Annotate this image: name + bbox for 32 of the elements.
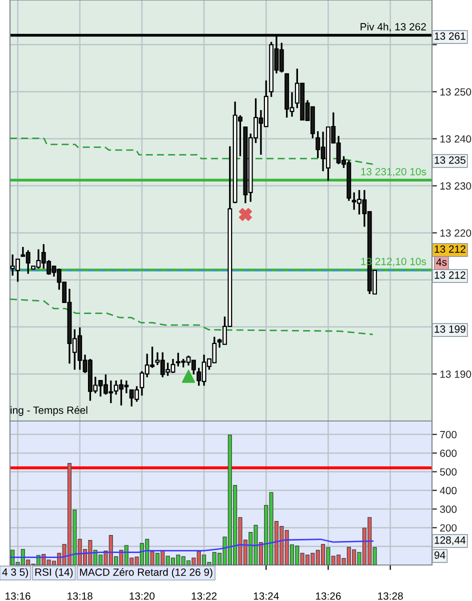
y-tick-label: 600	[440, 450, 457, 457]
y-tick-label: 300	[440, 506, 457, 513]
x-tick-label: 13:26	[316, 592, 341, 600]
x-tick-label: 13:28	[378, 592, 403, 600]
ref-line-label: 13 231,20 10s	[361, 168, 426, 177]
text: 128,44	[434, 536, 466, 546]
y-tick-label: 400	[440, 486, 457, 494]
x-tick-label: 13:18	[68, 592, 92, 600]
text: MACD Zéro Retard (12 26 9)	[80, 568, 212, 578]
text: 13 261	[434, 32, 466, 40]
y-tick-label: 13 190	[440, 370, 472, 378]
x-tick-label: 13:24	[254, 592, 279, 600]
text: 4 3 5)	[2, 568, 28, 578]
text: 94	[434, 551, 446, 559]
text: 13 212	[434, 245, 466, 253]
y-tick-label: 13 250	[440, 88, 472, 96]
text: 13 235	[434, 156, 466, 164]
x-tick-label: 13:16	[6, 592, 30, 600]
text: RSI (14)	[35, 568, 73, 578]
text: 13 199	[434, 325, 466, 333]
y-tick-label: 200	[440, 524, 457, 532]
y-tick-label: 500	[440, 468, 457, 476]
text: 13 212	[434, 271, 466, 279]
ref-line-label: Piv 4h, 13 262	[360, 22, 426, 32]
y-tick-label: 700	[440, 430, 457, 438]
x-tick-label: 13:22	[192, 592, 217, 600]
y-tick-label: 13 240	[440, 135, 472, 143]
text: 4s	[436, 258, 447, 266]
y-tick-label: 13 220	[440, 229, 472, 237]
x-tick-label: 13:20	[130, 592, 155, 600]
annotation: ing - Temps Réel	[10, 406, 88, 416]
y-tick-label: 13 230	[440, 182, 472, 190]
